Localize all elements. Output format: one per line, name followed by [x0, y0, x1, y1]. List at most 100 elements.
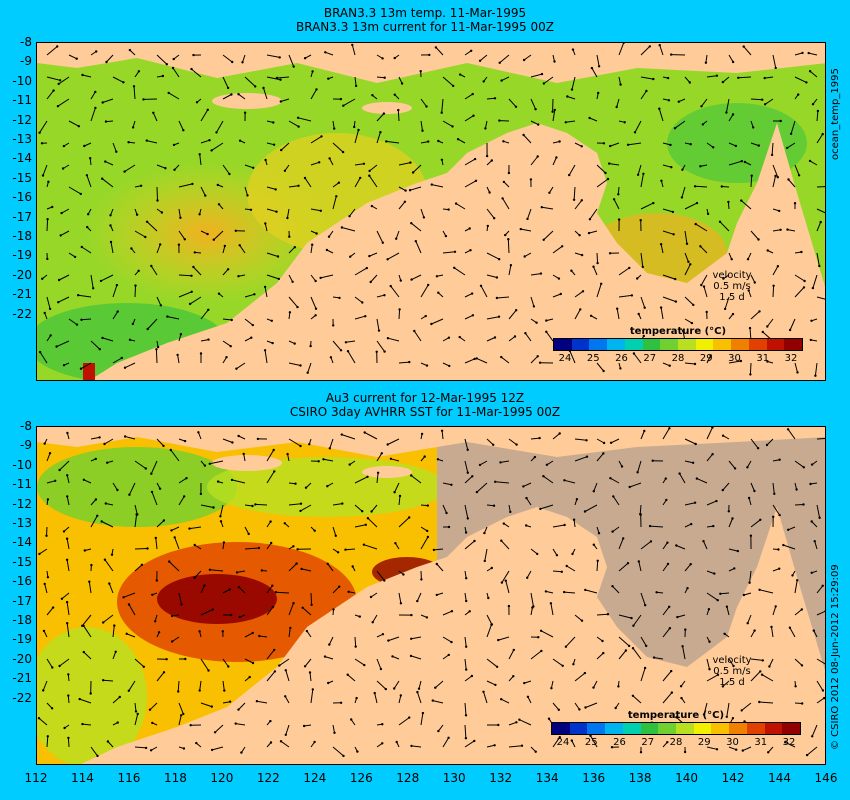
current-vector: [416, 592, 422, 602]
current-vector-head: [536, 355, 539, 358]
current-vector: [479, 460, 488, 466]
current-vector: [189, 526, 202, 530]
current-vector-head: [180, 714, 183, 717]
top-velocity-key: velocity 0.5 m/s 1.5 d: [702, 270, 762, 303]
current-vector-head: [65, 537, 69, 540]
current-vector-head: [257, 546, 261, 550]
current-vector-head: [711, 427, 714, 429]
current-vector-head: [158, 487, 162, 490]
current-vector: [244, 76, 256, 87]
current-vector-head: [453, 250, 457, 253]
bottom-colorbar-title: temperature (°C): [627, 710, 725, 721]
current-vector: [574, 309, 581, 320]
current-vector-head: [447, 653, 450, 657]
current-vector-head: [67, 736, 70, 740]
current-vector: [368, 175, 378, 188]
current-vector: [90, 746, 98, 757]
current-vector-head: [500, 698, 503, 701]
current-vector-head: [821, 689, 825, 692]
current-vector: [618, 562, 629, 572]
current-vector-head: [765, 443, 769, 447]
current-vector-head: [473, 739, 476, 743]
current-vector: [266, 542, 272, 550]
current-vector: [464, 180, 477, 188]
current-vector-head: [348, 215, 351, 218]
current-vector-head: [560, 570, 563, 573]
current-vector-head: [369, 595, 373, 599]
current-vector: [640, 430, 645, 440]
current-vector-head: [284, 695, 287, 698]
current-vector-head: [545, 463, 549, 466]
current-vector: [332, 526, 337, 536]
current-vector-head: [579, 308, 582, 311]
current-vector-head: [311, 243, 314, 246]
current-vector-head: [397, 108, 400, 112]
current-vector: [363, 544, 378, 550]
current-vector-head: [578, 234, 581, 237]
current-vector-head: [226, 86, 230, 90]
current-vector-head: [592, 265, 595, 268]
current-vector: [682, 646, 686, 660]
current-vector-head: [555, 554, 559, 557]
colorbar-swatch: [766, 339, 785, 350]
current-vector: [816, 252, 820, 267]
current-vector: [442, 76, 454, 87]
current-vector: [411, 636, 422, 640]
current-vector-head: [631, 647, 635, 650]
current-vector-head: [592, 490, 595, 493]
current-vector-head: [88, 580, 91, 583]
current-vector: [420, 526, 428, 532]
current-vector-head: [79, 367, 83, 370]
current-vector: [610, 142, 620, 147]
current-vector: [574, 199, 583, 210]
current-vector-head: [176, 353, 179, 357]
current-vector-head: [464, 714, 468, 717]
current-vector: [354, 177, 361, 188]
current-vector-head: [557, 708, 560, 711]
current-vector: [794, 274, 805, 282]
current-vector: [524, 252, 532, 257]
current-vector-head: [818, 516, 821, 519]
current-vector-head: [332, 608, 335, 611]
current-vector-head: [675, 544, 678, 547]
current-vector: [112, 142, 117, 152]
current-vector-head: [681, 168, 684, 171]
current-vector: [726, 702, 730, 717]
current-vector-head: [177, 243, 181, 246]
current-vector-head: [587, 231, 591, 235]
colorbar-swatch: [784, 339, 803, 350]
current-vector-head: [497, 723, 500, 727]
current-vector: [684, 563, 692, 572]
lon-label: 134: [535, 771, 559, 785]
current-vector-head: [60, 597, 64, 600]
current-vector-head: [154, 620, 157, 623]
current-vector: [816, 437, 825, 440]
lon-label: 144: [768, 771, 791, 785]
current-vector-head: [234, 722, 237, 725]
current-vector: [394, 482, 400, 493]
current-vector-head: [532, 305, 536, 308]
current-vector-head: [788, 328, 792, 332]
current-vector-head: [286, 452, 289, 456]
current-vector: [464, 540, 475, 550]
current-vector: [681, 186, 686, 198]
current-vector-head: [263, 285, 267, 289]
current-vector-head: [487, 596, 490, 600]
current-vector: [398, 717, 410, 726]
current-vector: [222, 658, 229, 667]
current-vector-head: [539, 507, 542, 511]
current-vector: [300, 504, 312, 512]
colorbar-swatch: [622, 723, 641, 734]
current-vector: [332, 503, 343, 506]
current-vector-head: [632, 352, 636, 355]
current-vector-head: [466, 471, 469, 474]
current-vector-head: [351, 43, 354, 47]
current-vector-head: [144, 235, 147, 239]
current-vector: [386, 140, 400, 144]
current-vector: [288, 120, 299, 128]
current-vector-head: [802, 503, 805, 506]
current-vector: [301, 568, 312, 572]
current-vector: [476, 357, 488, 364]
colorbar-swatch: [605, 723, 623, 734]
current-vector: [156, 54, 168, 65]
